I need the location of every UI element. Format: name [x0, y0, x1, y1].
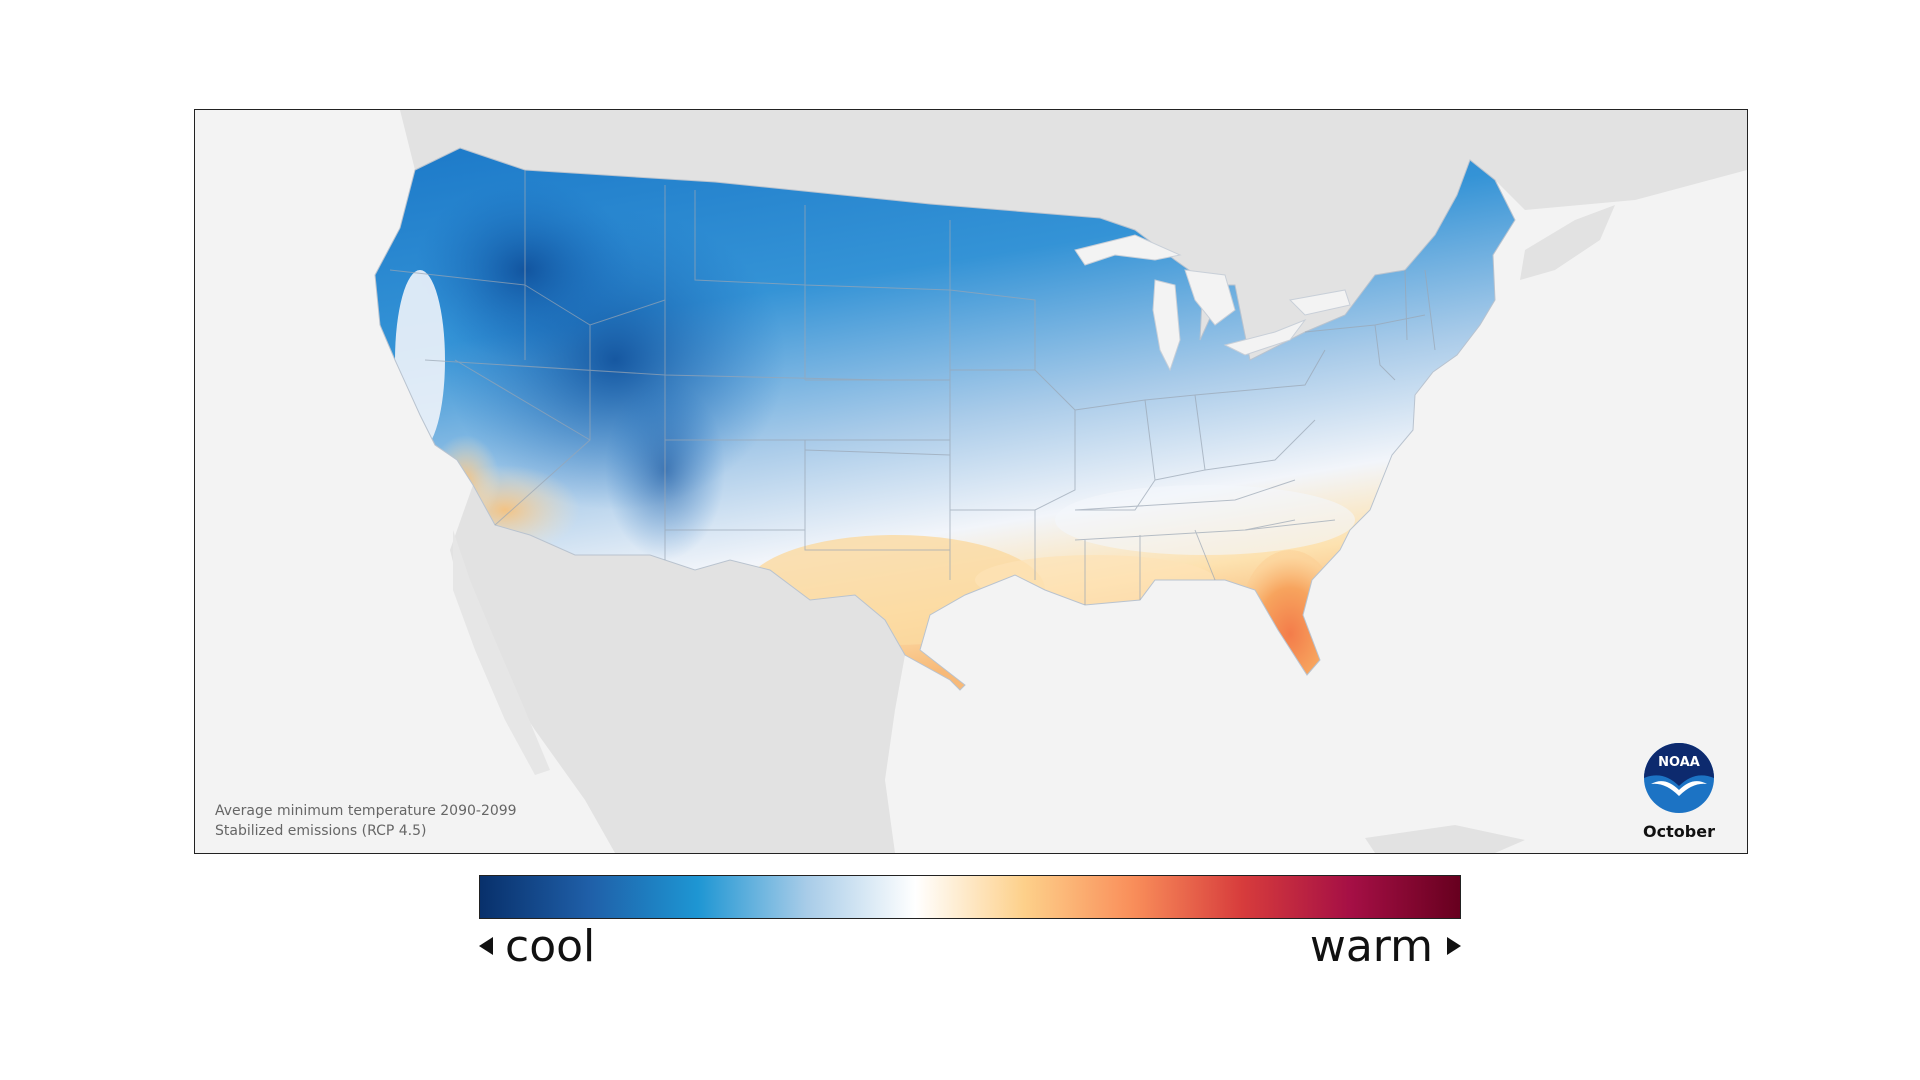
mexico-land: [450, 485, 905, 853]
caption-subtitle: Stabilized emissions (RCP 4.5): [215, 823, 427, 839]
map-caption: Average minimum temperature 2090-2099 St…: [215, 801, 517, 841]
cool-label-text: cool: [505, 921, 596, 972]
noaa-logo-text: NOAA: [1658, 755, 1700, 770]
warm-label-text: warm: [1309, 921, 1433, 972]
caption-title: Average minimum temperature 2090-2099: [215, 803, 517, 819]
right-arrow-icon: [1447, 937, 1461, 955]
state-boundaries: [389, 170, 1436, 605]
month-label: October: [1643, 822, 1715, 841]
map-panel: Average minimum temperature 2090-2099 St…: [194, 109, 1748, 854]
nova-scotia-land: [1520, 205, 1615, 280]
great-lakes: [1074, 234, 1351, 372]
baja-land: [453, 530, 550, 775]
legend-warm: warm: [1310, 921, 1461, 972]
canada-land: [400, 110, 1747, 360]
cuba-land: [1365, 825, 1525, 853]
color-legend: cool warm: [479, 875, 1461, 979]
temperature-map: [374, 110, 1747, 853]
legend-cool: cool: [479, 921, 595, 972]
noaa-badge: NOAA October: [1633, 742, 1725, 841]
left-arrow-icon: [479, 937, 493, 955]
legend-color-bar: [479, 875, 1461, 919]
noaa-logo-icon: NOAA: [1644, 743, 1714, 813]
